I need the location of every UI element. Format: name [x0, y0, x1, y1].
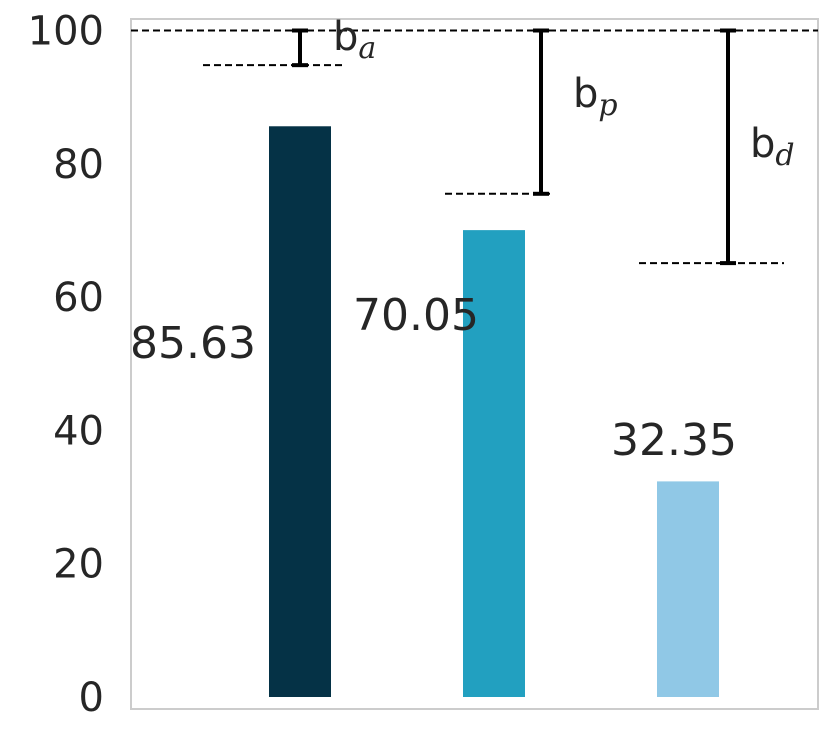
- gap-annotation-a: ba: [203, 14, 376, 68]
- gap-annotation-d: bd: [639, 28, 795, 266]
- gap-label-subscript: d: [775, 138, 794, 173]
- gap-label: bp: [573, 71, 618, 123]
- y-tick-label: 80: [53, 142, 104, 188]
- gap-label: bd: [750, 121, 795, 173]
- bar: [657, 481, 719, 697]
- gap-label-base: b: [750, 121, 775, 167]
- gap-label-base: b: [573, 71, 598, 117]
- data-label: 85.63: [130, 318, 256, 369]
- y-tick-label: 100: [28, 9, 104, 55]
- data-label: 70.05: [353, 290, 479, 341]
- data-label: 32.35: [611, 415, 737, 466]
- bar: [463, 230, 525, 697]
- y-tick-label: 20: [53, 542, 104, 588]
- data-labels: 85.63 70.05 32.35: [130, 290, 737, 466]
- y-tick-label: 60: [53, 275, 104, 321]
- plot-frame: [130, 18, 819, 710]
- gap-label-base: b: [333, 14, 358, 60]
- y-tick-label: 40: [53, 408, 104, 454]
- gap-label-subscript: p: [598, 88, 617, 123]
- y-tick-label: 0: [79, 675, 104, 721]
- gap-label: ba: [333, 14, 376, 66]
- gap-label-subscript: a: [358, 31, 376, 66]
- bar: [269, 126, 331, 697]
- bars: [269, 126, 719, 697]
- y-axis: 0 20 40 60 80 100: [28, 9, 104, 722]
- gap-annotation-p: bp: [445, 28, 618, 196]
